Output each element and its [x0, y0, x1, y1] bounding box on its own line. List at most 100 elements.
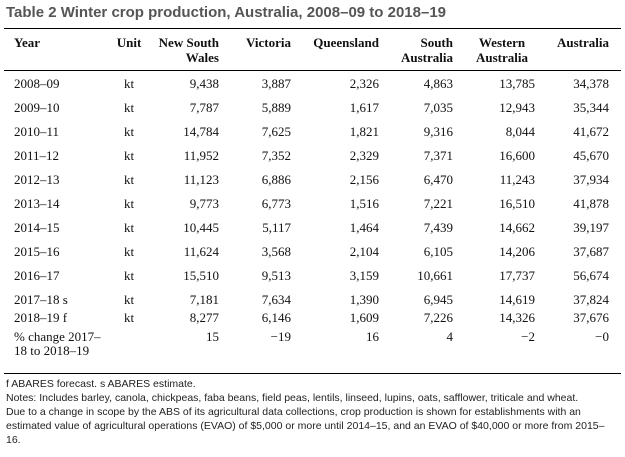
cell-nsw: 9,438 — [189, 76, 219, 91]
cell-wa: 8,044 — [505, 124, 535, 139]
table-row: 2015–16 kt 11,624 3,568 2,104 6,105 14,2… — [0, 240, 625, 264]
cell-unit: kt — [123, 172, 135, 187]
cell-aus: 56,674 — [573, 268, 609, 283]
cell-wa: 17,737 — [499, 268, 535, 283]
cell-vic: 6,886 — [261, 172, 291, 187]
table-row: 2012–13 kt 11,123 6,886 2,156 6,470 11,2… — [0, 168, 625, 192]
cell-qld: 2,329 — [349, 148, 379, 163]
table-row: 2008–09 kt 9,438 3,887 2,326 4,863 13,78… — [0, 72, 625, 96]
cell-qld: 1,516 — [349, 196, 379, 211]
header-nsw: New South Wales — [139, 35, 219, 65]
notes-crops: Notes: Includes barley, canola, chickpea… — [6, 392, 579, 404]
table-row: 2010–11 kt 14,784 7,625 1,821 9,316 8,04… — [0, 120, 625, 144]
table-row: 2009–10 kt 7,787 5,889 1,617 7,035 12,94… — [0, 96, 625, 120]
cell-unit: kt — [123, 148, 135, 163]
header-year: Year — [14, 35, 40, 50]
cell-wa: 16,510 — [499, 196, 535, 211]
cell-wa: 14,619 — [499, 292, 535, 307]
cell-year: 2012–13 — [14, 172, 60, 187]
cell-year: 2013–14 — [14, 196, 60, 211]
cell-qld: 2,326 — [349, 76, 379, 91]
cell-qld: 1,821 — [349, 124, 379, 139]
cell-nsw: 9,773 — [189, 196, 219, 211]
cell-wa: 14,206 — [499, 244, 535, 259]
cell-aus: 37,687 — [573, 244, 609, 259]
cell-vic: 7,352 — [261, 148, 291, 163]
header-unit: Unit — [116, 35, 142, 50]
cell-aus: 39,197 — [573, 220, 609, 235]
cell-nsw: 11,123 — [183, 172, 219, 187]
cell-vic: 6,773 — [261, 196, 291, 211]
cell-year: 2017–18 s — [14, 292, 68, 307]
cell-vic: 3,887 — [261, 76, 291, 91]
header-sa-line1: South — [420, 35, 453, 50]
cell-aus: −0 — [595, 329, 609, 344]
cell-year: 2009–10 — [14, 100, 60, 115]
cell-nsw: 15,510 — [183, 268, 219, 283]
table-row: 2016–17 kt 15,510 9,513 3,159 10,661 17,… — [0, 264, 625, 288]
cell-nsw: 15 — [206, 329, 219, 344]
cell-vic: 7,634 — [261, 292, 291, 307]
cell-aus: 37,676 — [573, 310, 609, 325]
cell-sa: 4 — [446, 329, 454, 344]
cell-aus: 34,378 — [573, 76, 609, 91]
table-row: 2011–12 kt 11,952 7,352 2,329 7,371 16,6… — [0, 144, 625, 168]
cell-vic: 7,625 — [261, 124, 291, 139]
header-aus: Australia — [557, 35, 609, 50]
cell-qld: 1,609 — [349, 310, 379, 325]
cell-sa: 10,661 — [417, 268, 453, 283]
cell-year: 2014–15 — [14, 220, 60, 235]
header-sa-line2: Australia — [401, 50, 453, 65]
header-wa-line2: Australia — [476, 50, 528, 65]
cell-unit: kt — [123, 196, 135, 211]
header-wa-line1: Western — [478, 35, 526, 50]
table-row: 2014–15 kt 10,445 5,117 1,464 7,439 14,6… — [0, 216, 625, 240]
cell-aus: 37,824 — [573, 292, 609, 307]
cell-vic: 5,889 — [261, 100, 291, 115]
cell-sa: 7,226 — [423, 310, 453, 325]
cell-nsw: 7,181 — [189, 292, 219, 307]
header-wa: Western Australia — [462, 35, 542, 65]
cell-wa: −2 — [521, 329, 535, 344]
header-rule — [4, 70, 621, 71]
cell-unit: kt — [123, 124, 135, 139]
cell-aus: 37,934 — [573, 172, 609, 187]
table-row: 2017–18 s kt 7,181 7,634 1,390 6,945 14,… — [0, 288, 625, 312]
cell-qld: 16 — [366, 329, 379, 344]
table-row: 2013–14 kt 9,773 6,773 1,516 7,221 16,51… — [0, 192, 625, 216]
table-row: 2018–19 f kt 8,277 6,146 1,609 7,226 14,… — [0, 306, 625, 330]
cell-sa: 6,470 — [423, 172, 453, 187]
cell-qld: 1,464 — [349, 220, 379, 235]
header-nsw-line2: Wales — [185, 50, 219, 65]
cell-vic: 6,146 — [261, 310, 291, 325]
cell-nsw: 11,624 — [183, 244, 219, 259]
cell-sa: 7,221 — [423, 196, 453, 211]
cell-nsw: 7,787 — [189, 100, 219, 115]
cell-aus: 41,878 — [573, 196, 609, 211]
bottom-rule — [4, 373, 621, 374]
header-vic: Victoria — [246, 35, 291, 50]
cell-unit: kt — [123, 100, 135, 115]
cell-wa: 16,600 — [499, 148, 535, 163]
notes-legend: f ABARES forecast. s ABARES estimate. — [6, 378, 196, 390]
cell-sa: 7,035 — [423, 100, 453, 115]
cell-nsw: 11,952 — [183, 148, 219, 163]
cell-unit: kt — [123, 76, 135, 91]
cell-unit: kt — [123, 268, 135, 283]
top-rule — [4, 28, 621, 29]
cell-year: 2016–17 — [14, 268, 60, 283]
cell-wa: 12,943 — [499, 100, 535, 115]
cell-qld: 2,156 — [349, 172, 379, 187]
cell-unit: kt — [123, 292, 135, 307]
cell-sa: 6,945 — [423, 292, 453, 307]
cell-vic: 5,117 — [262, 220, 291, 235]
table-title: Table 2 Winter crop production, Australi… — [6, 4, 447, 21]
cell-nsw: 14,784 — [183, 124, 219, 139]
cell-sa: 6,105 — [423, 244, 453, 259]
pct-change-row: 15 −19 16 4 −2 −0 — [0, 330, 625, 346]
cell-wa: 13,785 — [499, 76, 535, 91]
cell-aus: 35,344 — [573, 100, 609, 115]
header-nsw-line1: New South — [158, 35, 219, 50]
header-sa: South Australia — [383, 35, 453, 65]
